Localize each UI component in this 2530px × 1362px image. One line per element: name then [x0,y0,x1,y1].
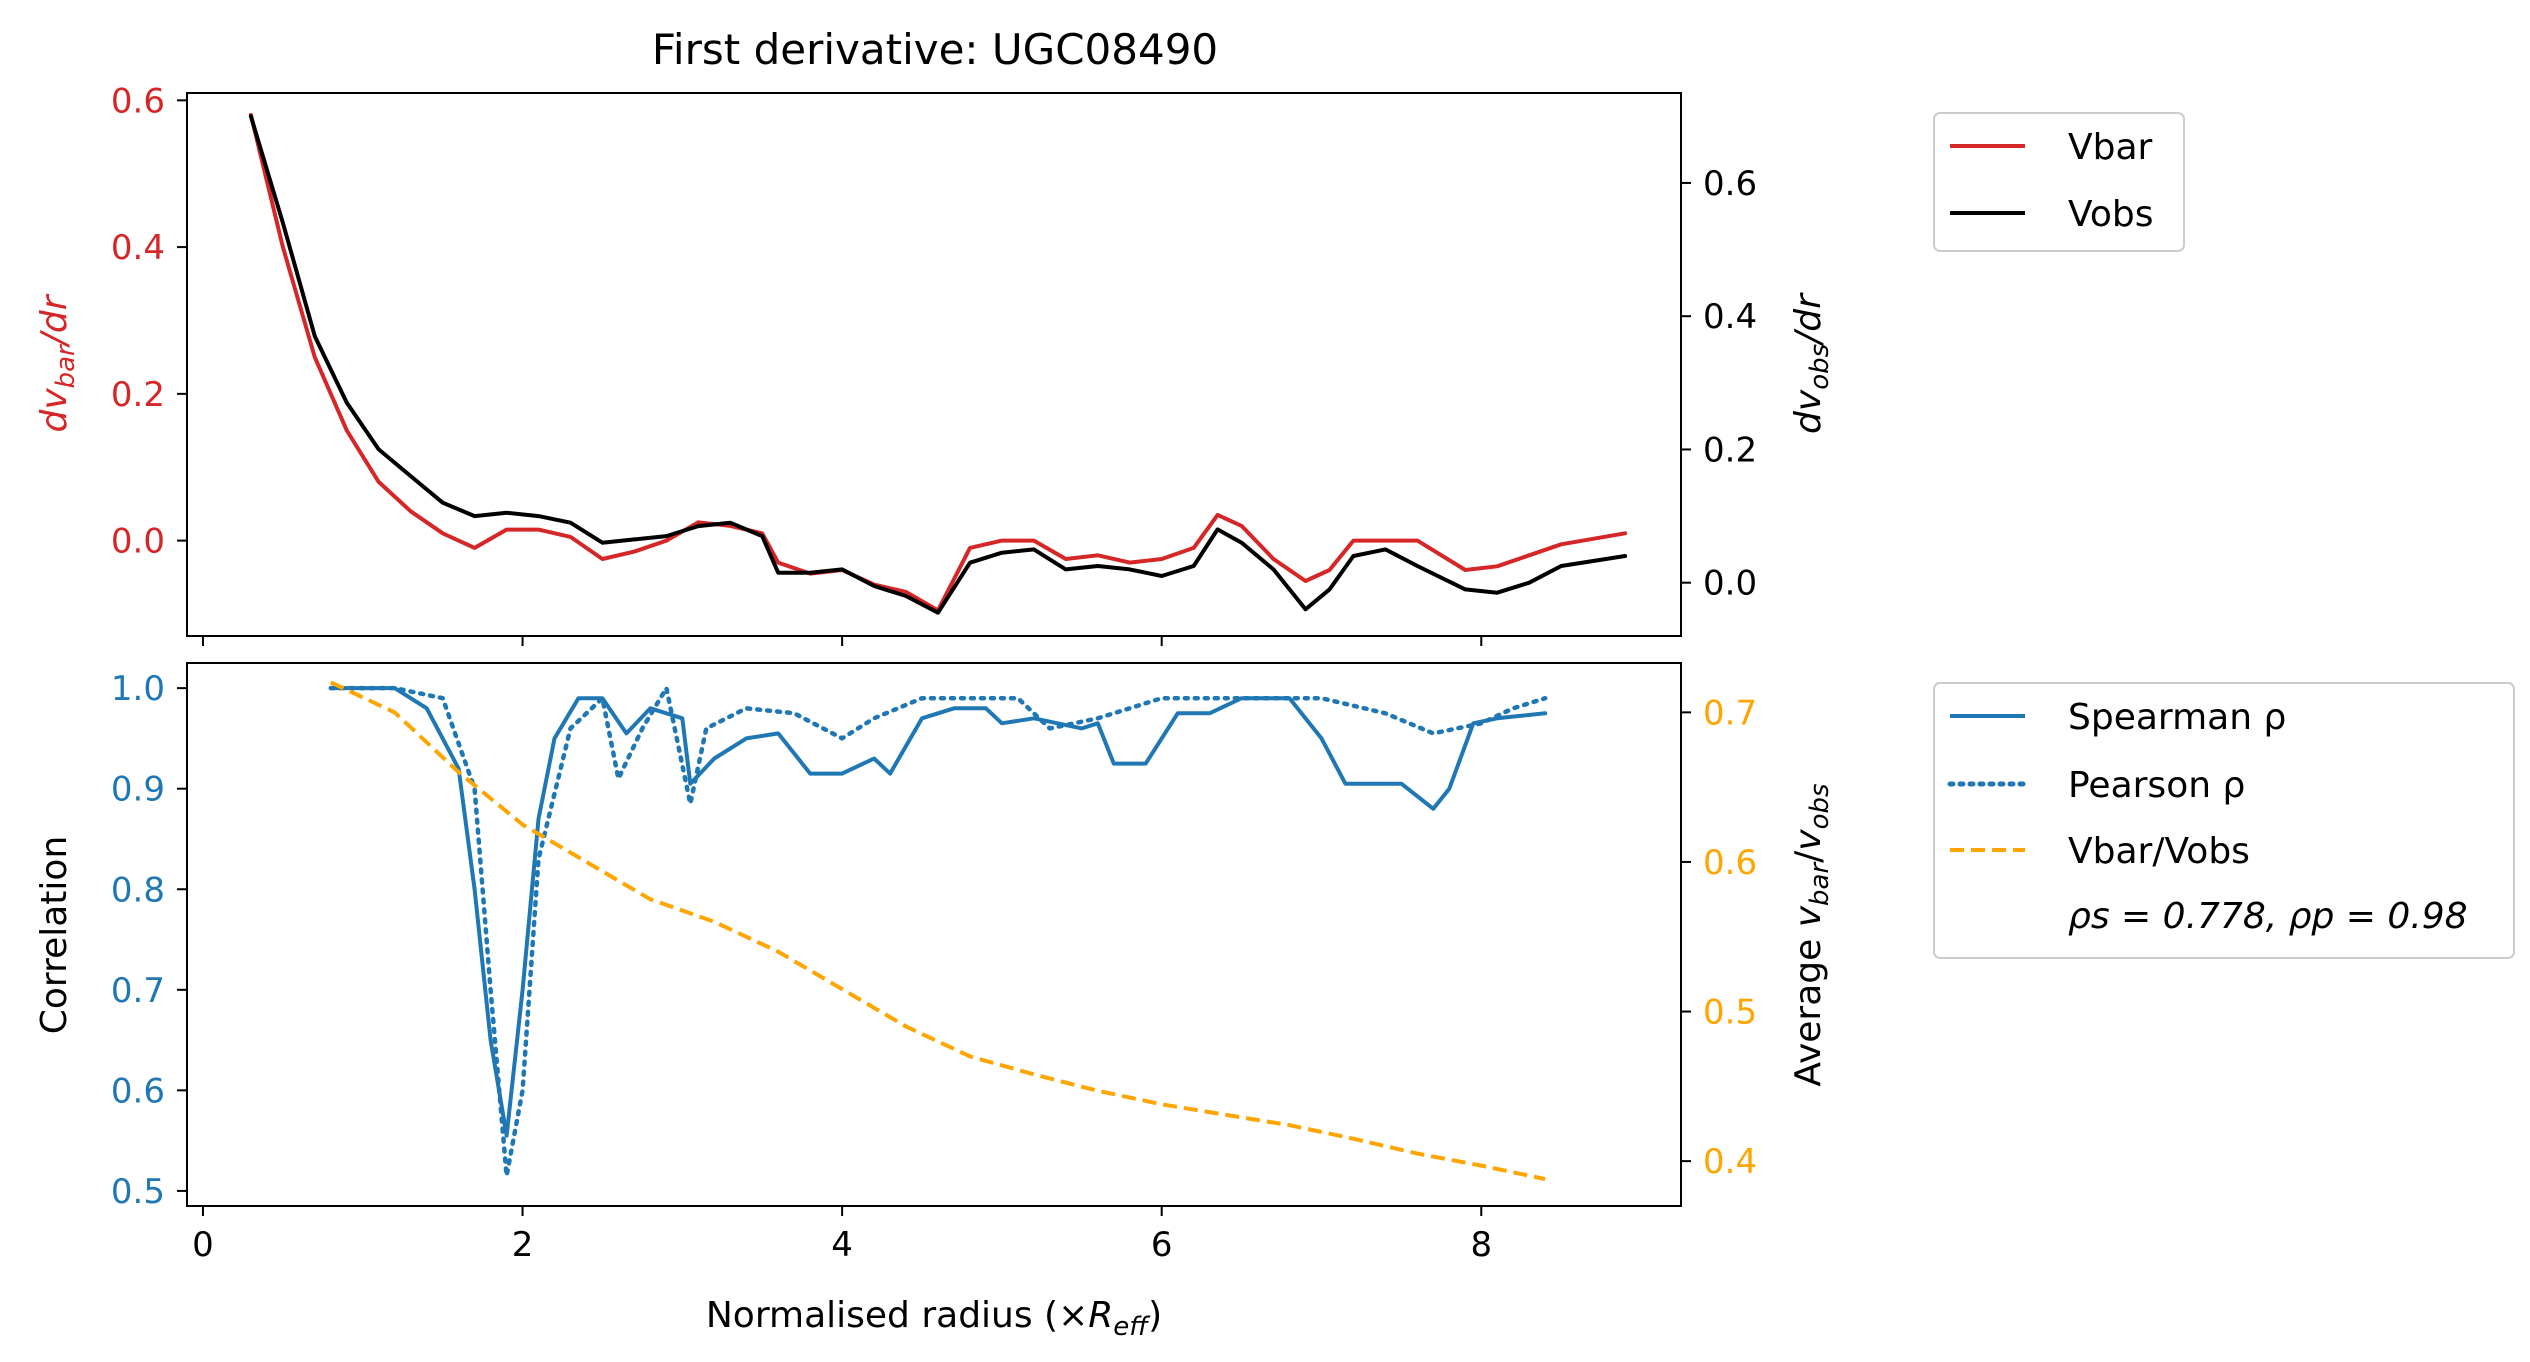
bottom-legend-frame [1933,682,2515,959]
left-tick-label: 0.5 [111,1172,165,1212]
chart-title: First derivative: UGC08490 [652,25,1218,74]
right-tick-label: 0.4 [1703,297,1757,337]
bottom-plot-lines [328,680,1548,1182]
right-tick-label: 0.4 [1703,1142,1757,1182]
left-tick-label: 0.8 [111,870,165,910]
right-tick-label: 0.0 [1703,564,1757,604]
bottom-axis-ticks: 0.5 0.6 0.7 0.8 0.9 1.0 0.4 0.5 0.6 0.7 0 2 4 6 8 [111,669,1757,1265]
bottom-legend: Spearman ρ Pearson ρ Vbar/Vobs ρs = 0.77… [1933,682,2515,959]
left-tick-label: 0.9 [111,770,165,810]
series-line-vbar [248,113,1628,613]
top-legend: Vbar Vobs [1933,112,2185,252]
left-tick-label: 0.0 [111,522,165,562]
right-tick-label: 0.5 [1703,993,1757,1033]
series-line-vobs [248,114,1628,615]
top-left-axis-label: dvbar/dr [34,293,81,432]
left-tick-label: 1.0 [111,669,165,709]
left-tick-label: 0.4 [111,228,165,268]
x-tick-label: 0 [192,1225,214,1265]
series-line-spearman- [328,686,1548,1138]
top-right-axis-label: dvobs/dr [1788,292,1835,434]
x-tick-label: 2 [512,1225,534,1265]
left-tick-label: 0.2 [111,375,165,415]
legend-label-ratio: Vbar/Vobs [2068,831,2250,872]
legend-label-vobs: Vobs [2068,194,2153,235]
bottom-left-axis-label: Correlation [34,836,75,1035]
legend-label-spearman: Spearman ρ [2068,697,2286,738]
legend-stats: ρs = 0.778, ρp = 0.98 [2068,896,2468,937]
right-tick-label: 0.6 [1703,843,1757,883]
top-panel: 0.0 0.2 0.4 0.6 0.0 0.2 0.4 0.6 dvbar/dr dvobs/… [34,81,1835,646]
bottom-panel: 0.5 0.6 0.7 0.8 0.9 1.0 0.4 0.5 0.6 0.7 0 2 4 6 8 Corr… [34,662,1835,1342]
x-tick-label: 4 [831,1225,853,1265]
left-tick-label: 0.6 [111,1071,165,1111]
right-tick-label: 0.6 [1703,164,1757,204]
right-tick-label: 0.2 [1703,430,1757,470]
legend-label-vbar: Vbar [2068,127,2153,168]
left-tick-label: 0.6 [111,81,165,121]
bottom-x-axis-label: Normalised radius (×Reff) [706,1295,1162,1342]
bottom-right-axis-label: Average vbar/vobs [1788,783,1835,1086]
series-line-vbar-vobs [329,680,1546,1182]
right-tick-label: 0.7 [1703,693,1757,733]
top-plot-lines [248,113,1628,615]
x-tick-label: 8 [1470,1225,1492,1265]
legend-label-pearson: Pearson ρ [2068,765,2245,806]
top-axes-frame [186,92,1682,637]
bottom-axes-frame [186,662,1682,1207]
top-axis-ticks: 0.0 0.2 0.4 0.6 0.0 0.2 0.4 0.6 [111,81,1757,646]
left-tick-label: 0.7 [111,971,165,1011]
series-line-pearson- [328,685,1548,1179]
x-tick-label: 6 [1151,1225,1173,1265]
